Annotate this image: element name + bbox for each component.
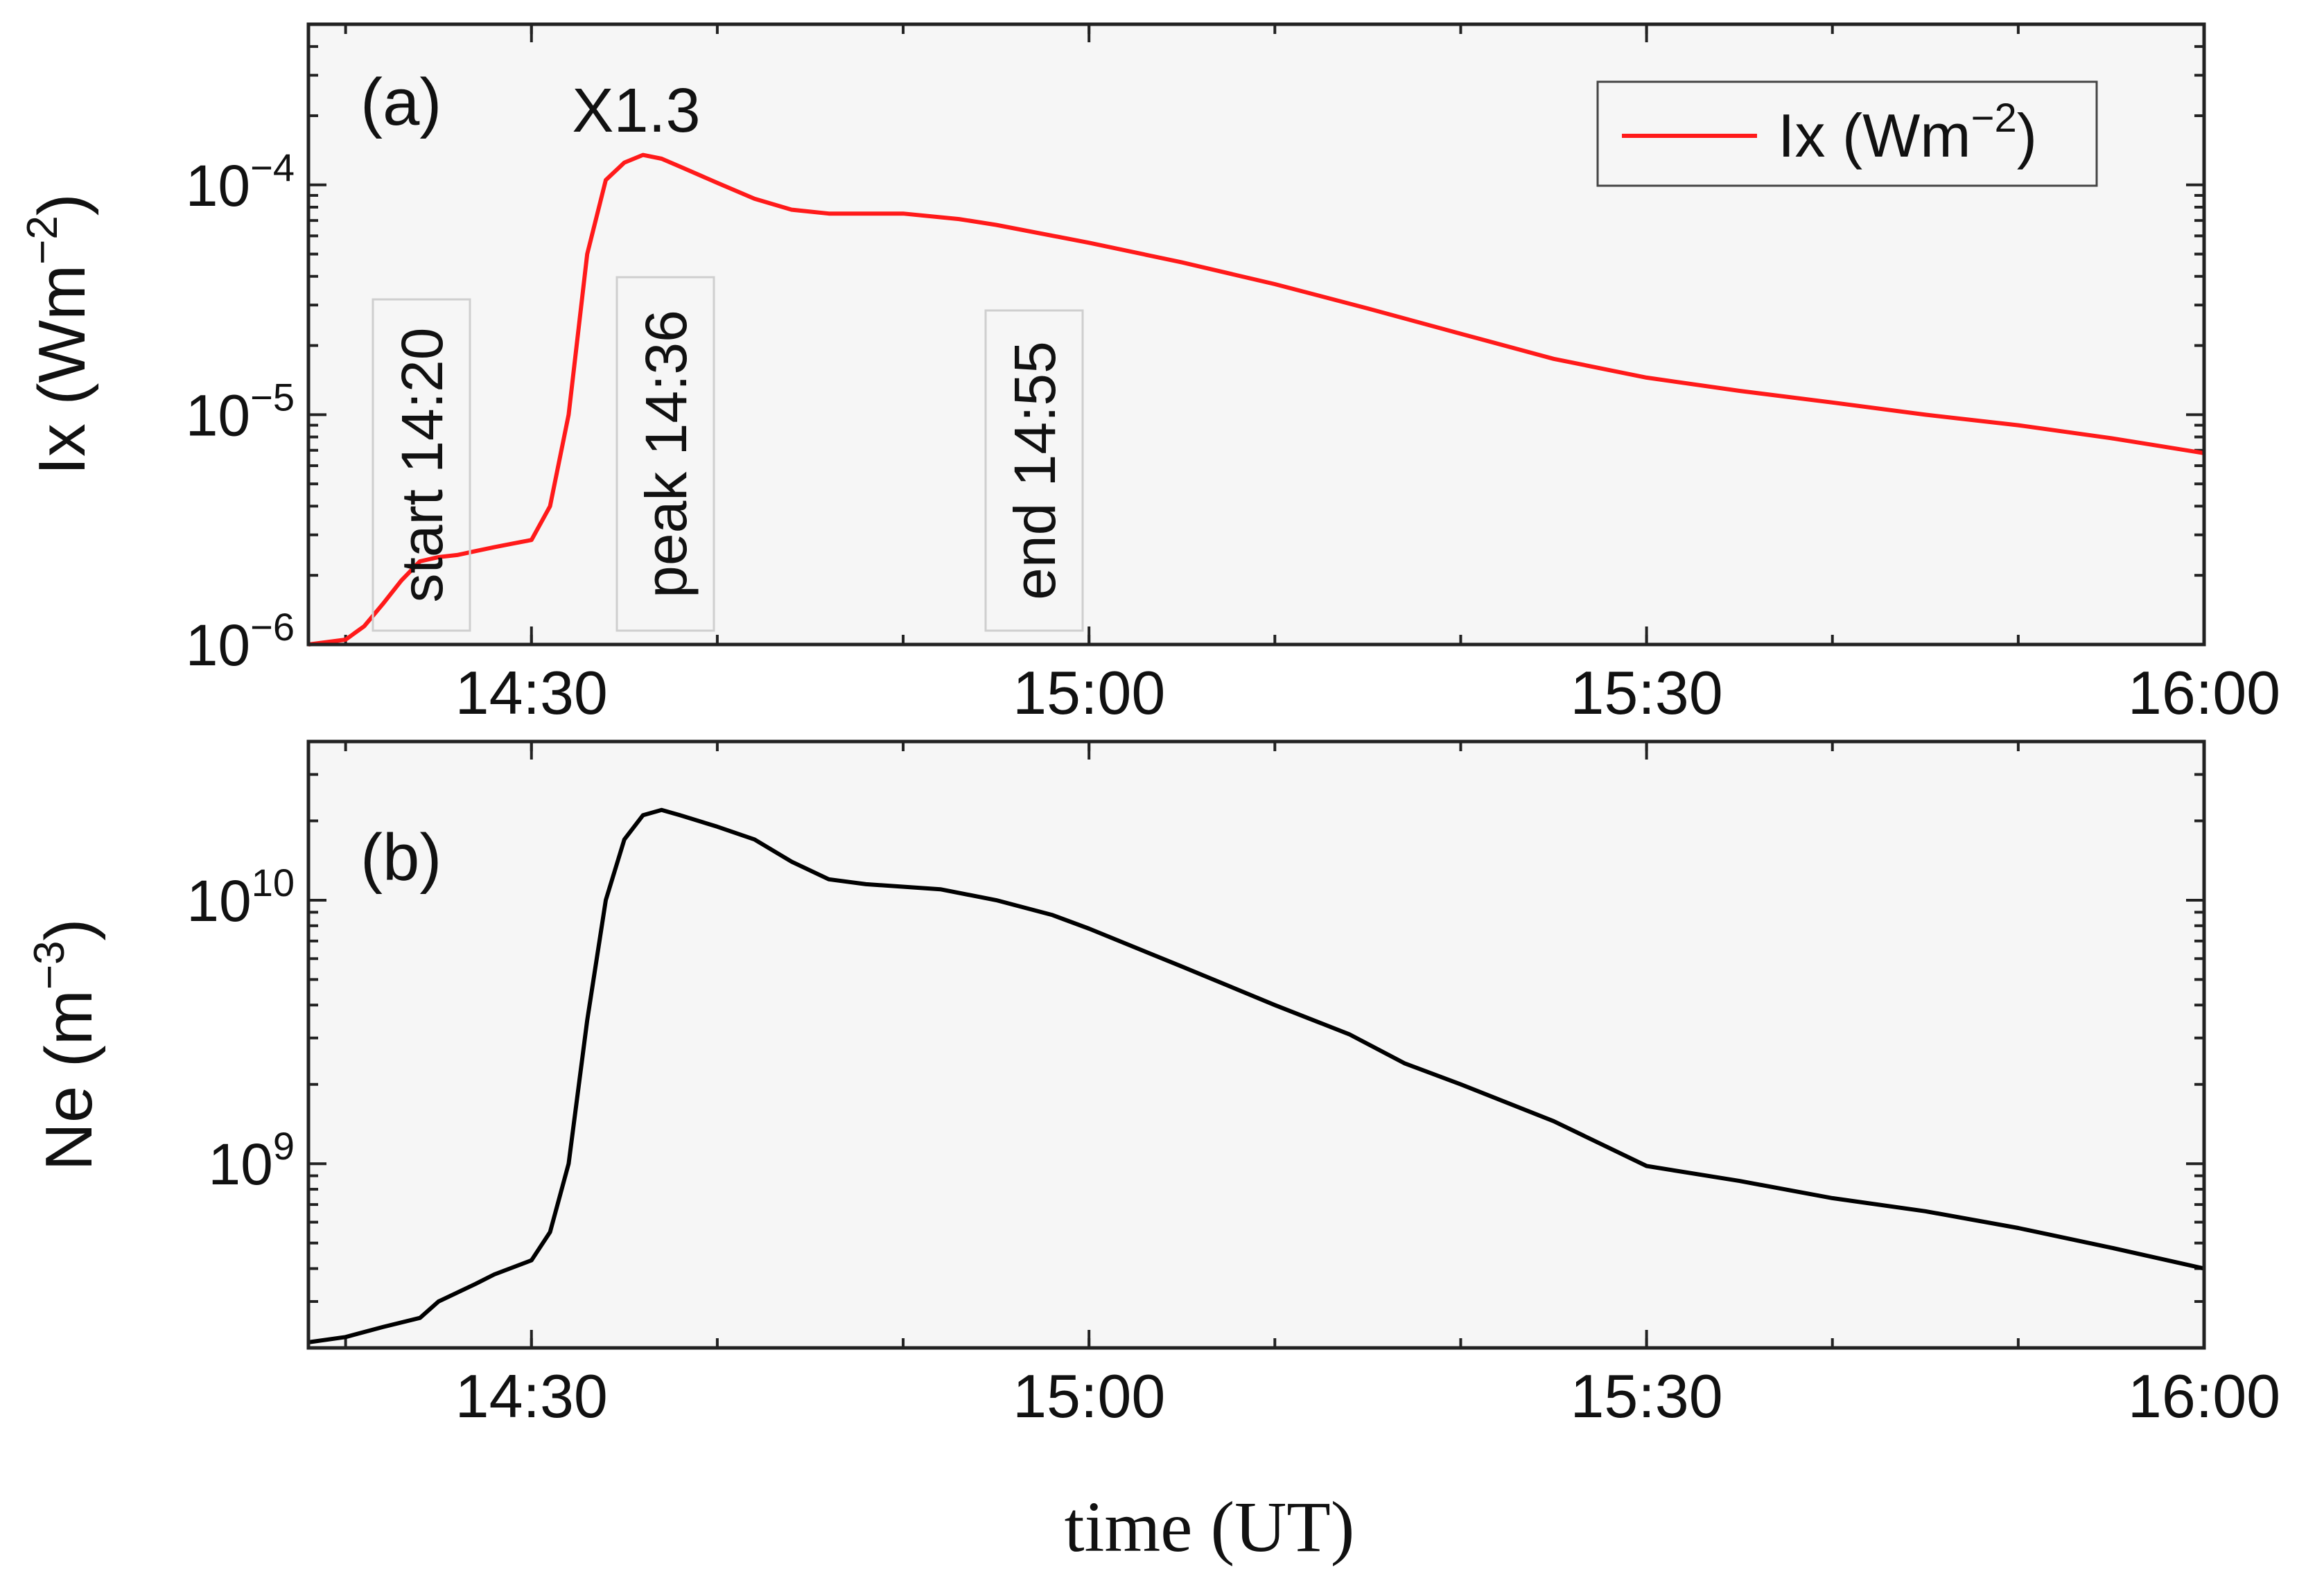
panel-b: 14:30 15:00 15:30 16:00 109 1010 Ne (m−3) (b) [26,739,2280,1430]
panel-a: 14:30 15:00 15:30 16:00 10−6 10−5 10−4 Ix (Wm−2… [19,22,2280,727]
flare-class-label: X1.3 [572,76,700,146]
annotation-box-peak [615,276,715,632]
annotation-end: end 14:55 [1002,341,1067,600]
y-tick-label: 109 [208,1124,295,1197]
y-axis-title: Ne (m−3) [26,919,106,1171]
x-tick-label: 15:30 [1570,658,1722,727]
y-tick-label: 10−5 [186,375,295,448]
plot-frame [306,739,2206,1350]
annotation-box-start [372,298,471,632]
x-tick-label: 14:30 [455,658,608,727]
annotation-peak: peak 14:36 [634,310,699,598]
series-line [308,807,2205,1344]
plot-area [308,742,2204,1348]
x-tick-label: 15:00 [1013,1362,1165,1430]
annotation-start: start 14:20 [390,328,455,603]
x-tick-label: 16:00 [2128,1362,2280,1430]
y-tick-label: 10−6 [186,605,295,678]
y-tick-label: 10−4 [186,146,295,218]
y-tick-label: 1010 [186,861,295,933]
panel-label: (b) [360,821,442,895]
x-tick-label: 15:30 [1570,1362,1722,1430]
legend: Ix (Wm−2) [1596,80,2098,187]
legend-label: Ix (Wm−2) [1778,96,2037,170]
series-line [308,152,2205,647]
x-tick-label: 16:00 [2128,658,2280,727]
x-axis-title: time (UT) [1065,1487,1355,1567]
y-axis-title: Ix (Wm−2) [19,193,99,475]
plot-frame [306,22,2206,647]
x-tick-label: 15:00 [1013,658,1165,727]
x-tick-label: 14:30 [455,1362,608,1430]
panel-label: (a) [360,65,442,139]
annotation-box-end [984,309,1084,632]
